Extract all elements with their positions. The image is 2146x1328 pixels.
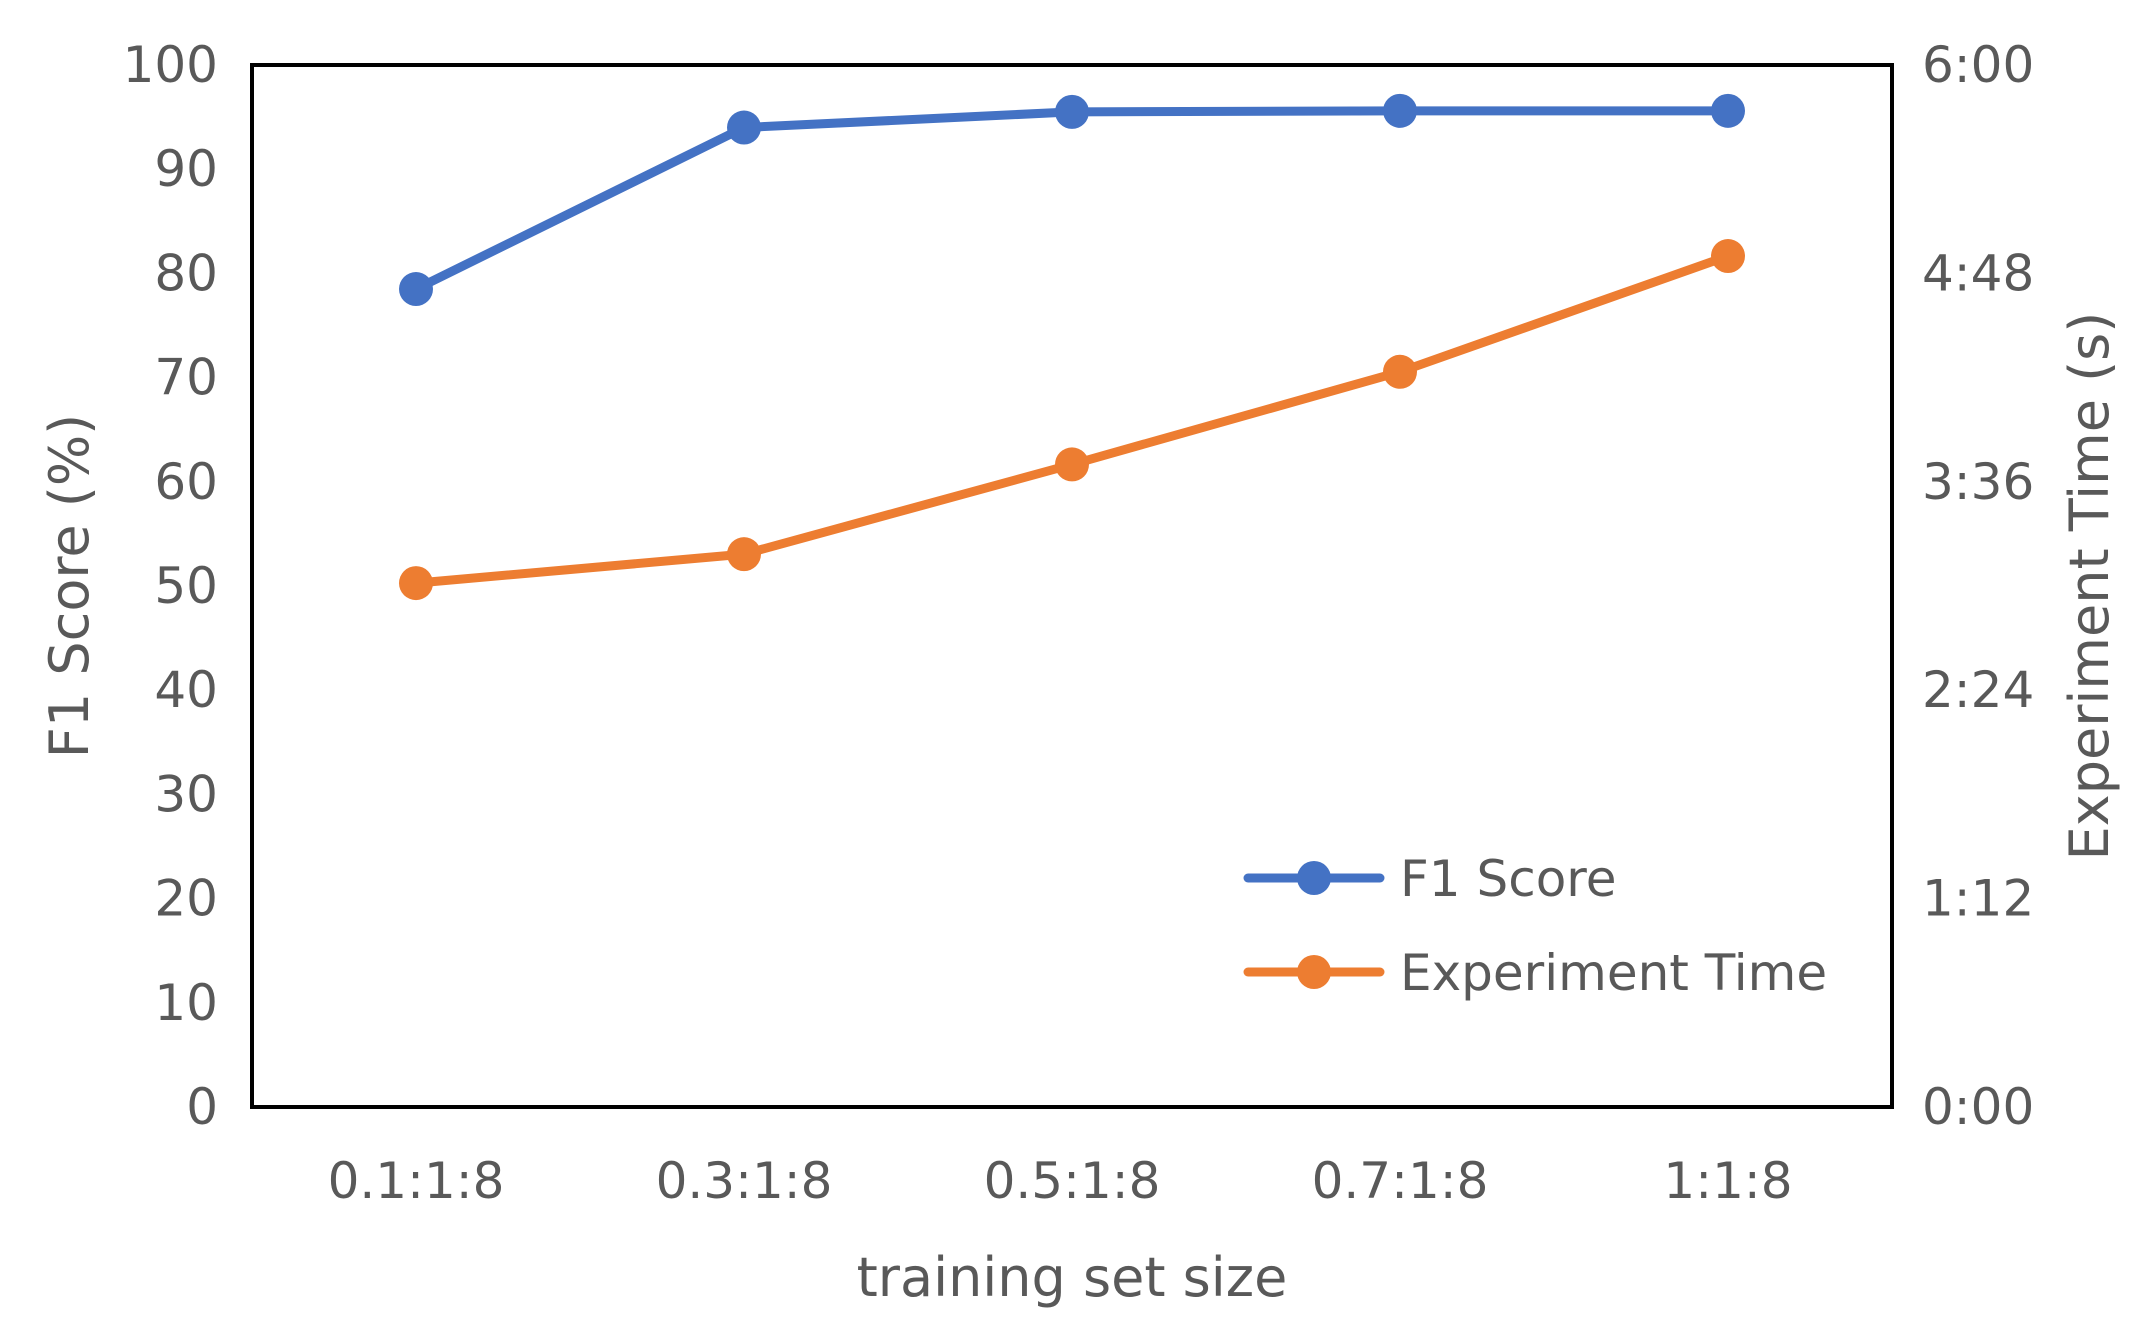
y-tick-label-left: 80 bbox=[154, 244, 218, 302]
y-tick-label-left: 40 bbox=[154, 661, 218, 719]
x-tick-label: 1:1:8 bbox=[1663, 1152, 1792, 1210]
y-tick-label-left: 100 bbox=[123, 36, 218, 94]
data-point-f1-score[interactable] bbox=[727, 110, 761, 145]
x-tick-label: 0.5:1:8 bbox=[984, 1152, 1161, 1210]
y-axis-right-ticks: 0:00 1:12 2:24 3:36 4:48 6:00 bbox=[1922, 36, 2034, 1136]
data-point-f1-score[interactable] bbox=[1711, 93, 1745, 128]
y-tick-label-left: 70 bbox=[154, 349, 218, 407]
data-point-f1-score[interactable] bbox=[1383, 93, 1417, 128]
legend-label-f1-score: F1 Score bbox=[1400, 850, 1617, 908]
x-tick-label: 0.1:1:8 bbox=[328, 1152, 505, 1210]
data-point-experiment-time[interactable] bbox=[1055, 447, 1089, 482]
y-axis-right-title: Experiment Time (s) bbox=[2058, 312, 2121, 861]
legend-item-f1-score[interactable]: F1 Score bbox=[1243, 850, 1617, 908]
y-axis-left-title: F1 Score (%) bbox=[38, 414, 101, 758]
y-tick-label-left: 0 bbox=[186, 1078, 218, 1136]
plot-area-frame bbox=[250, 63, 1894, 1109]
y-tick-label-left: 30 bbox=[154, 765, 218, 823]
y-tick-label-right: 2:24 bbox=[1922, 661, 2034, 719]
series-line-experiment-time bbox=[411, 251, 1733, 588]
x-axis-ticks: 0.1:1:8 0.3:1:8 0.5:1:8 0.7:1:8 1:1:8 bbox=[328, 1152, 1793, 1210]
legend-item-experiment-time[interactable]: Experiment Time bbox=[1243, 944, 1827, 1002]
y-tick-label-right: 4:48 bbox=[1922, 244, 2034, 302]
y-tick-label-left: 90 bbox=[154, 140, 218, 198]
data-point-experiment-time[interactable] bbox=[1711, 239, 1745, 274]
series-line-f1-score bbox=[411, 106, 1733, 294]
data-point-experiment-time[interactable] bbox=[399, 566, 433, 601]
x-axis-title: training set size bbox=[857, 1246, 1288, 1309]
series-layer bbox=[399, 93, 1745, 601]
legend-label-experiment-time: Experiment Time bbox=[1400, 944, 1827, 1002]
y-axis-left-ticks: 0 10 20 30 40 50 60 70 80 90 100 bbox=[123, 36, 218, 1136]
legend: F1 Score Experiment Time bbox=[1243, 850, 1827, 1002]
legend-marker-f1-score bbox=[1297, 861, 1331, 895]
data-point-f1-score[interactable] bbox=[399, 272, 433, 307]
x-tick-label: 0.3:1:8 bbox=[656, 1152, 833, 1210]
x-tick-label: 0.7:1:8 bbox=[1312, 1152, 1489, 1210]
y-tick-label-left: 20 bbox=[154, 870, 218, 928]
y-tick-label-left: 60 bbox=[154, 453, 218, 511]
y-tick-label-right: 3:36 bbox=[1922, 453, 2034, 511]
y-tick-label-right: 1:12 bbox=[1922, 870, 2034, 928]
legend-marker-experiment-time bbox=[1297, 955, 1331, 989]
data-point-experiment-time[interactable] bbox=[727, 537, 761, 572]
y-tick-label-left: 10 bbox=[154, 974, 218, 1032]
y-tick-label-right: 0:00 bbox=[1922, 1078, 2034, 1136]
data-point-experiment-time[interactable] bbox=[1383, 354, 1417, 389]
y-tick-label-right: 6:00 bbox=[1922, 36, 2034, 94]
data-point-f1-score[interactable] bbox=[1055, 94, 1089, 129]
y-tick-label-left: 50 bbox=[154, 557, 218, 615]
